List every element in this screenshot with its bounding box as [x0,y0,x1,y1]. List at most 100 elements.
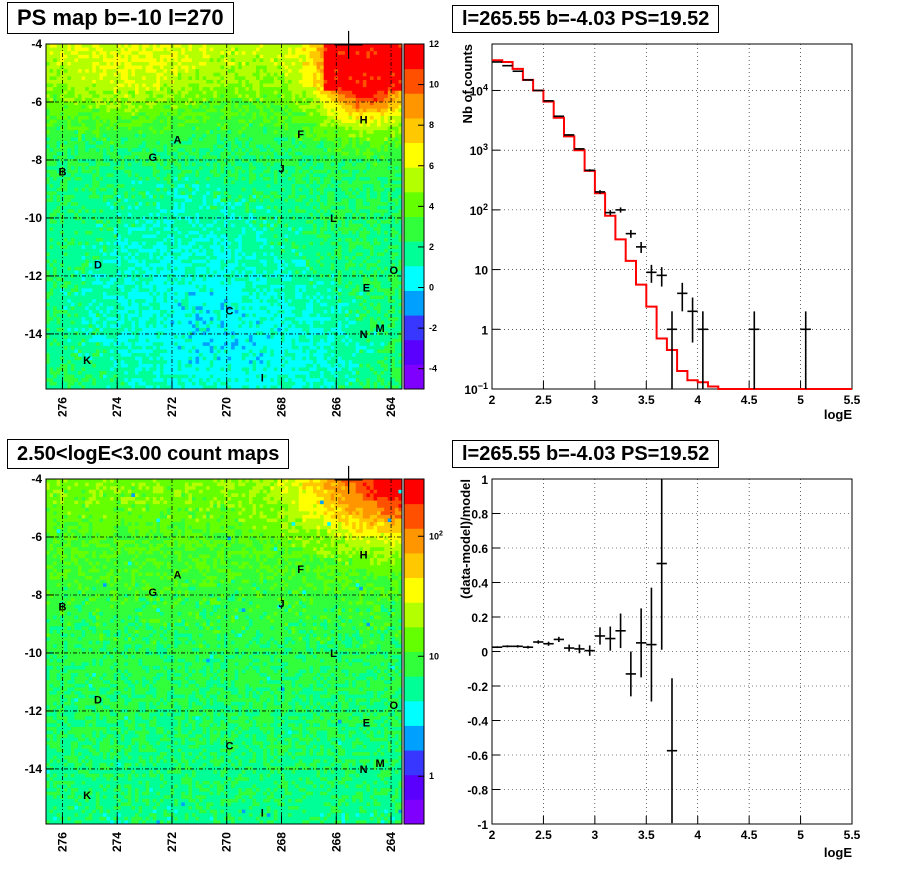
map-cell [216,61,221,67]
map-cell [355,112,360,117]
map-cell [131,130,136,135]
map-cell [199,72,204,77]
map-cell [138,144,143,149]
map-cell [224,58,229,63]
map-cell [63,137,68,142]
map-cell [320,94,325,99]
map-cell [117,220,122,225]
map-cell [252,61,257,67]
map-cell [334,101,339,106]
map-cell [113,169,118,174]
map-cell [266,198,271,203]
map-cell [191,209,197,214]
map-cell [234,162,239,167]
map-cell [280,194,286,200]
map-cell [387,94,392,99]
map-cell [117,47,122,52]
map-cell [85,141,90,146]
map-cell [266,144,271,149]
map-cell [202,184,207,189]
map-cell [391,166,396,171]
map-cell [46,144,51,149]
map-cell [209,123,214,128]
map-cell [256,212,261,217]
map-cell [117,72,122,77]
map-cell [195,69,200,74]
map-cell [337,137,342,142]
map-cell [156,105,161,110]
map-cell [266,180,271,185]
map-cell [95,105,100,110]
map-cell [298,173,303,178]
map-cell [362,65,367,70]
map-cell [373,90,378,95]
map-cell [170,105,175,110]
map-cell [78,141,83,146]
map-cell [170,198,175,203]
map-cell [92,108,97,113]
map-cell [56,141,61,146]
map-cell [234,90,239,95]
map-cell [256,101,261,106]
map-cell [174,94,179,99]
map-cell [110,87,115,92]
map-cell [92,159,97,164]
map-cell [174,133,179,138]
map-cell [170,148,175,153]
map-cell [224,133,229,138]
map-cell [327,176,332,182]
map-cell [92,133,97,138]
map-cell [206,166,211,171]
map-cell [252,94,257,99]
map-cell [234,94,239,99]
map-cell [248,173,253,178]
map-cell [263,123,268,128]
map-cell [156,101,161,106]
map-cell [263,212,268,217]
map-cell [220,205,225,210]
map-cell [366,205,371,210]
map-cell [270,194,275,200]
map-cell [288,209,293,214]
map-cell [56,65,61,70]
map-cell [159,148,164,153]
map-cell [302,119,307,124]
map-cell [313,44,318,49]
map-cell [95,44,100,49]
map-cell [174,76,179,81]
map-cell [67,112,72,117]
map-cell [273,180,278,185]
map-cell [295,58,300,63]
map-cell [359,144,364,149]
map-cell [138,209,143,214]
map-cell [320,108,325,113]
map-cell [305,119,310,124]
map-cell [145,176,150,182]
map-cell [224,83,229,88]
map-cell [391,137,396,142]
map-cell [127,205,132,210]
map-cell [135,216,140,221]
map-cell [355,97,360,102]
map-cell [355,205,360,210]
map-cell [362,72,367,77]
map-cell [142,90,147,95]
map-cell [245,83,250,88]
map-cell [167,173,172,178]
map-cell [191,194,197,200]
map-cell [238,166,243,171]
map-cell [362,184,367,189]
map-cell [156,187,161,192]
map-cell [369,79,375,85]
map-cell [67,105,72,110]
map-cell [95,212,100,217]
map-cell [213,194,218,200]
map-cell [220,112,225,117]
map-cell [348,180,353,185]
map-cell [209,97,214,102]
map-cell [362,151,367,156]
map-cell [149,169,154,174]
map-cell [181,191,186,196]
map-cell [323,51,328,56]
map-cell [302,220,307,225]
